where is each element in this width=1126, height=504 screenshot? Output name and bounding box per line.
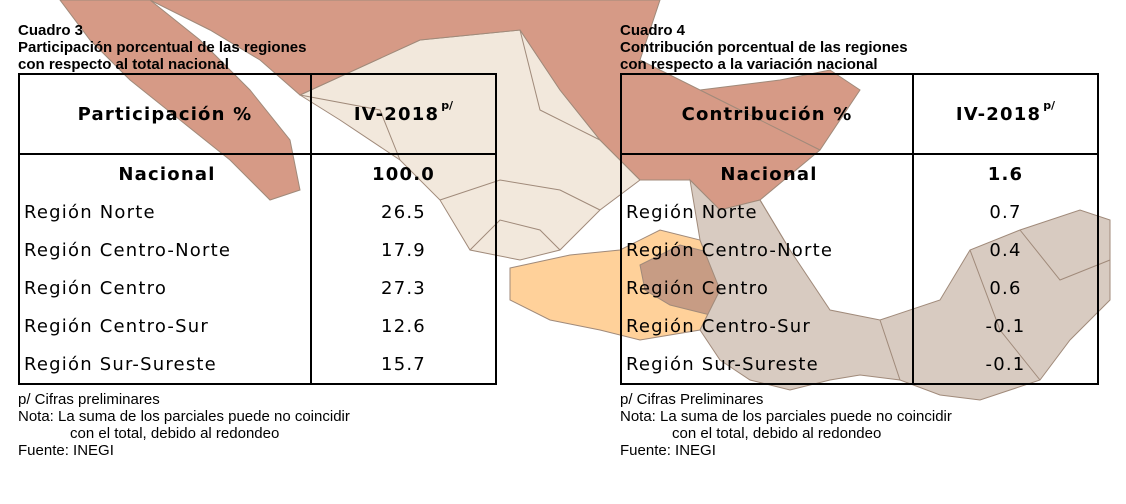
cuadro-4-panel: Cuadro 4 Contribución porcentual de las … xyxy=(620,22,1099,459)
table-row: Región Norte 0.7 xyxy=(620,193,1099,231)
note-rounding: Nota: La suma de los parciales puede no … xyxy=(18,408,350,425)
row-value: 0.4 xyxy=(913,231,1099,269)
header-contribucion: Contribución % xyxy=(620,73,914,155)
row-value: 12.6 xyxy=(311,307,497,345)
table-row: Nacional 1.6 xyxy=(620,154,1099,193)
row-label: Región Sur-Sureste xyxy=(620,345,914,385)
cuadro-3-notes: p/ Cifras preliminares Nota: La suma de … xyxy=(18,391,497,459)
cuadro-4-table: Contribución % IV-2018 p/ Nacional 1.6 Re… xyxy=(620,73,1099,385)
table-row: Región Centro 27.3 xyxy=(18,269,497,307)
row-label: Región Norte xyxy=(18,193,312,231)
table-row: Región Centro-Sur 12.6 xyxy=(18,307,497,345)
note-preliminary: p/ Cifras preliminares xyxy=(18,391,160,408)
table-row: Región Centro-Sur -0.1 xyxy=(620,307,1099,345)
cuadro-3-panel: Cuadro 3 Participación porcentual de las… xyxy=(18,22,497,459)
header-period: IV-2018 p/ xyxy=(912,73,1099,155)
row-label: Región Centro-Sur xyxy=(18,307,312,345)
note-source: Fuente: INEGI xyxy=(620,442,716,459)
table-row: Región Centro-Norte 17.9 xyxy=(18,231,497,269)
row-value: -0.1 xyxy=(913,345,1099,385)
row-label: Región Centro xyxy=(18,269,312,307)
table-row: Región Sur-Sureste -0.1 xyxy=(620,345,1099,385)
cuadro-3-title-line2: con respecto al total nacional xyxy=(18,56,229,73)
cuadro-4-title-line1: Contribución porcentual de las regiones xyxy=(620,39,908,56)
row-label: Nacional xyxy=(620,154,914,193)
note-rounding: Nota: La suma de los parciales puede no … xyxy=(620,408,952,425)
row-value: 26.5 xyxy=(311,193,497,231)
header-period-label: IV-2018 xyxy=(353,104,440,125)
row-value: 0.7 xyxy=(913,193,1099,231)
table-row: Región Centro-Norte 0.4 xyxy=(620,231,1099,269)
row-label: Región Norte xyxy=(620,193,914,231)
table-row: Región Centro 0.6 xyxy=(620,269,1099,307)
row-value: 100.0 xyxy=(311,154,497,193)
row-label: Nacional xyxy=(18,154,312,193)
table-row: Región Norte 26.5 xyxy=(18,193,497,231)
note-source: Fuente: INEGI xyxy=(18,442,114,459)
header-period: IV-2018 p/ xyxy=(310,73,497,155)
note-rounding-cont: con el total, debido al redondeo xyxy=(672,425,882,442)
cuadro-3-title-line1: Participación porcentual de las regiones xyxy=(18,39,307,56)
table-header-row: Contribución % IV-2018 p/ xyxy=(620,73,1099,155)
cuadro-3-number: Cuadro 3 xyxy=(18,22,84,39)
note-rounding-cont: con el total, debido al redondeo xyxy=(70,425,280,442)
header-period-sup: p/ xyxy=(1043,99,1056,112)
cuadro-4-notes: p/ Cifras Preliminares Nota: La suma de … xyxy=(620,391,1099,459)
row-label: Región Centro-Sur xyxy=(620,307,914,345)
row-label: Región Centro-Norte xyxy=(18,231,312,269)
row-value: 0.6 xyxy=(913,269,1099,307)
row-value: 1.6 xyxy=(913,154,1099,193)
cuadro-4-caption: Cuadro 4 Contribución porcentual de las … xyxy=(620,22,1099,73)
table-header-row: Participación % IV-2018 p/ xyxy=(18,73,497,155)
table-row: Nacional 100.0 xyxy=(18,154,497,193)
row-label: Región Centro-Norte xyxy=(620,231,914,269)
cuadro-4-number: Cuadro 4 xyxy=(620,22,686,39)
cuadro-4-title-line2: con respecto a la variación nacional xyxy=(620,56,878,73)
row-value: 15.7 xyxy=(311,345,497,385)
note-preliminary: p/ Cifras Preliminares xyxy=(620,391,764,408)
row-value: -0.1 xyxy=(913,307,1099,345)
header-participacion: Participación % xyxy=(18,73,312,155)
cuadro-3-table: Participación % IV-2018 p/ Nacional 100.0… xyxy=(18,73,497,385)
header-period-sup: p/ xyxy=(441,99,454,112)
row-value: 27.3 xyxy=(311,269,497,307)
row-label: Región Sur-Sureste xyxy=(18,345,312,385)
table-row: Región Sur-Sureste 15.7 xyxy=(18,345,497,385)
cuadro-3-caption: Cuadro 3 Participación porcentual de las… xyxy=(18,22,497,73)
row-label: Región Centro xyxy=(620,269,914,307)
header-period-label: IV-2018 xyxy=(955,104,1042,125)
row-value: 17.9 xyxy=(311,231,497,269)
